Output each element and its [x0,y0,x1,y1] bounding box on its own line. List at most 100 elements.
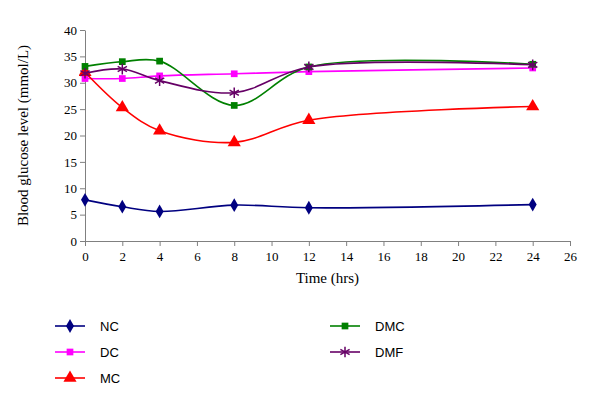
y-tick-mark [80,30,85,31]
y-tick-label: 0 [71,234,78,249]
series-marker [231,102,238,109]
y-tick-label: 10 [64,181,77,196]
x-tick-label: 16 [377,249,391,264]
x-tick-label: 24 [527,249,541,264]
chart: 024681012141618202224260510152025303540T… [0,0,600,413]
y-tick-label: 20 [64,128,77,143]
legend-label: MC [100,371,120,386]
y-axis-line [85,31,86,242]
x-tick: 4 [157,241,164,264]
y-tick-mark [80,188,85,189]
y-tick: 25 [64,102,85,117]
legend-item: NC [55,319,119,334]
plot-area [79,58,539,219]
y-tick-mark [80,56,85,57]
y-tick-mark [80,241,85,242]
series-marker [302,113,315,124]
legend-label: DC [100,345,119,360]
y-tick-label: 5 [71,207,78,222]
x-tick-label: 14 [340,249,354,264]
y-tick: 5 [71,207,86,222]
x-tick-mark [122,241,123,246]
y-axis: 0 5 10 15 20 25 30 35 40 [64,23,86,249]
x-tick: 18 [415,241,428,264]
legend-item: DMF [330,345,403,360]
series-marker [118,200,126,214]
series-line [85,59,533,105]
x-tick-label: 6 [194,249,201,264]
y-tick: 40 [64,23,85,38]
series [81,193,537,218]
legend-item: DC [55,345,119,360]
legend-marker [63,370,76,381]
y-tick-mark [80,162,85,163]
legend-item: MC [55,370,120,385]
series-marker [118,64,127,75]
y-tick-mark [80,109,85,110]
x-tick: 10 [266,241,279,264]
series-marker [231,70,238,77]
x-tick-label: 18 [415,249,428,264]
x-tick-mark [85,241,86,246]
x-tick: 8 [231,241,238,264]
x-tick-mark [421,241,422,246]
y-tick-label: 25 [64,102,77,117]
x-tick-mark [160,241,161,246]
x-tick: 16 [377,241,391,264]
x-tick: 2 [120,241,127,264]
legend-label: NC [100,319,119,334]
series-marker [155,75,164,86]
x-tick-label: 22 [489,249,502,264]
x-tick: 0 [82,241,89,264]
x-tick-mark [346,241,347,246]
y-tick-mark [80,215,85,216]
series-marker [156,205,164,219]
y-tick-label: 40 [64,23,77,38]
x-tick-label: 8 [231,249,238,264]
series-marker [526,99,539,110]
x-tick: 20 [452,241,465,264]
series-marker [305,201,313,215]
legend-marker [66,319,74,333]
x-tick-label: 0 [82,249,89,264]
x-tick-mark [383,241,384,246]
legend-label: DMF [375,345,403,360]
legend-marker [342,323,349,330]
legend: NCDCMCDMCDMF [55,319,405,386]
y-tick: 0 [71,234,86,249]
x-tick-label: 20 [452,249,465,264]
x-tick-mark [495,241,496,246]
legend-marker [67,349,74,356]
series-marker [230,87,239,98]
x-tick-mark [570,241,571,246]
x-tick: 22 [489,241,502,264]
x-tick-mark [458,241,459,246]
y-tick: 35 [64,49,85,64]
y-tick-label: 30 [64,75,77,90]
series-marker [528,59,537,70]
y-tick-mark [80,136,85,137]
x-tick-label: 10 [266,249,279,264]
x-tick-mark [533,241,534,246]
y-tick-mark [80,83,85,84]
x-tick: 12 [303,241,316,264]
x-tick-mark [197,241,198,246]
x-axis-line [86,241,571,242]
x-axis-title: Time (hrs) [296,270,359,287]
y-tick: 10 [64,181,85,196]
x-tick-label: 4 [157,249,164,264]
x-axis: 02468101214161820222426 [82,241,577,264]
y-axis-title: Blood glucose level (mmol/L) [15,45,32,226]
series-marker [304,62,313,73]
x-tick-mark [234,241,235,246]
series [80,59,537,98]
series-marker [119,75,126,82]
x-tick-mark [309,241,310,246]
x-tick: 26 [564,241,578,264]
series-line [85,62,533,93]
y-tick: 15 [64,155,85,170]
y-tick-label: 15 [64,155,77,170]
series-line [85,72,533,142]
x-tick-mark [272,241,273,246]
legend-marker [340,347,349,358]
